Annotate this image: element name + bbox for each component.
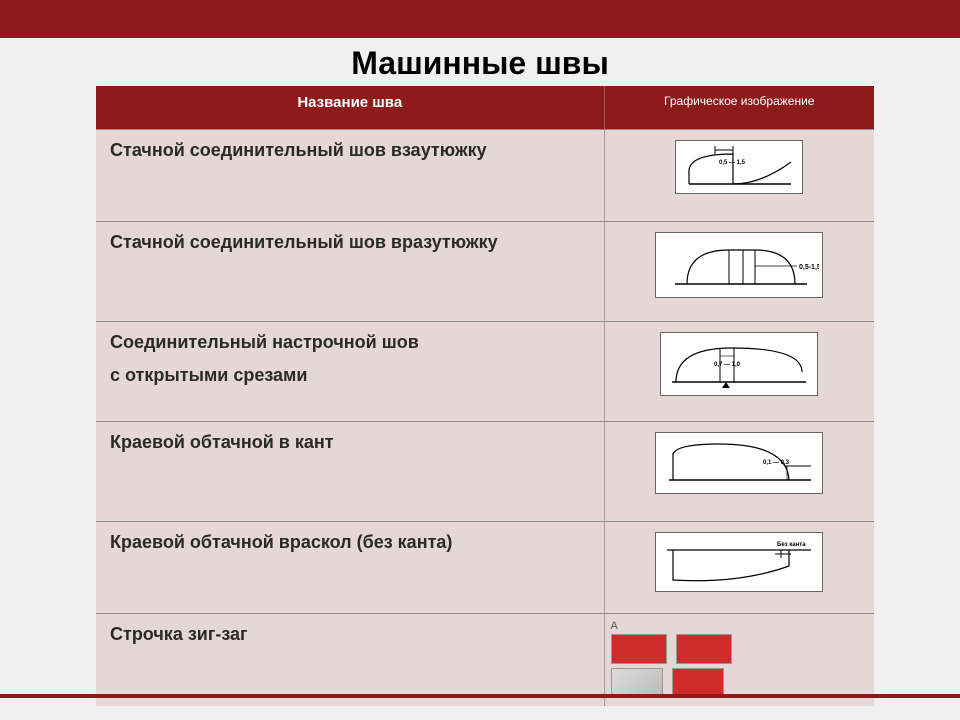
seam-diagram-cell: 0,5 — 1,5	[604, 130, 874, 222]
seam-name: Строчка зиг-заг	[110, 624, 248, 644]
seam-diagram-cell: 0,5-1,5	[604, 222, 874, 322]
diagram-box: 0,5 — 1,5	[675, 140, 803, 194]
zigzag-swatch-red	[676, 634, 732, 664]
table-row: Стачной соединительный шов взаутюжку 0,5…	[96, 130, 874, 222]
seam-diagram-cell: Без канта	[604, 522, 874, 614]
seam-name-cell: Стачной соединительный шов вразутюжку	[96, 222, 604, 322]
seam-name-cell: Соединительный настрочной шов с открытым…	[96, 322, 604, 422]
top-brand-band	[0, 0, 960, 38]
zigzag-label: А	[611, 620, 736, 632]
diagram-box: 0,7 — 1,0	[660, 332, 818, 396]
header-name: Название шва	[96, 86, 604, 130]
seam-diagram-cell: А	[604, 614, 874, 706]
seam-diagram-cell: 0,7 — 1,0	[604, 322, 874, 422]
seam-name: Соединительный настрочной шов	[110, 332, 419, 352]
svg-text:0,7 — 1,0: 0,7 — 1,0	[714, 362, 741, 368]
seams-table: Название шва Графическое изображение Ста…	[96, 86, 874, 706]
zigzag-swatch-red	[672, 668, 724, 696]
seam-name-cell: Краевой обтачной в кант	[96, 422, 604, 522]
seam-name: Стачной соединительный шов взаутюжку	[110, 140, 487, 160]
table-row: Краевой обтачной в кант 0,1 — 0,3	[96, 422, 874, 522]
table-row: Стачной соединительный шов вразутюжку 0,…	[96, 222, 874, 322]
bottom-brand-band	[0, 694, 960, 698]
table-row: Строчка зиг-заг А	[96, 614, 874, 706]
seam-name-sub: с открытыми срезами	[110, 365, 590, 386]
svg-text:0,1 — 0,3: 0,1 — 0,3	[763, 460, 790, 466]
table-row: Соединительный настрочной шов с открытым…	[96, 322, 874, 422]
seam-name-cell: Краевой обтачной враскол (без канта)	[96, 522, 604, 614]
seam-name-cell: Строчка зиг-заг	[96, 614, 604, 706]
header-graphic: Графическое изображение	[604, 86, 874, 130]
diagram-box: 0,1 — 0,3	[655, 432, 823, 494]
seam-name: Краевой обтачной враскол (без канта)	[110, 532, 452, 552]
diagram-box: 0,5-1,5	[655, 232, 823, 298]
table-row: Краевой обтачной враскол (без канта) Без…	[96, 522, 874, 614]
seam-name: Краевой обтачной в кант	[110, 432, 334, 452]
zigzag-diagram: А	[611, 620, 736, 696]
zigzag-swatch-red	[611, 634, 667, 664]
table-header-row: Название шва Графическое изображение	[96, 86, 874, 130]
seam-name-cell: Стачной соединительный шов взаутюжку	[96, 130, 604, 222]
svg-text:0,5-1,5: 0,5-1,5	[799, 264, 819, 271]
diagram-box: Без канта	[655, 532, 823, 592]
seam-diagram-cell: 0,1 — 0,3	[604, 422, 874, 522]
seam-name: Стачной соединительный шов вразутюжку	[110, 232, 498, 252]
page-title: Машинные швы	[0, 45, 960, 82]
zigzag-swatch-gray	[611, 668, 663, 696]
svg-text:Без канта: Без канта	[777, 542, 806, 548]
svg-text:0,5 — 1,5: 0,5 — 1,5	[719, 160, 746, 166]
